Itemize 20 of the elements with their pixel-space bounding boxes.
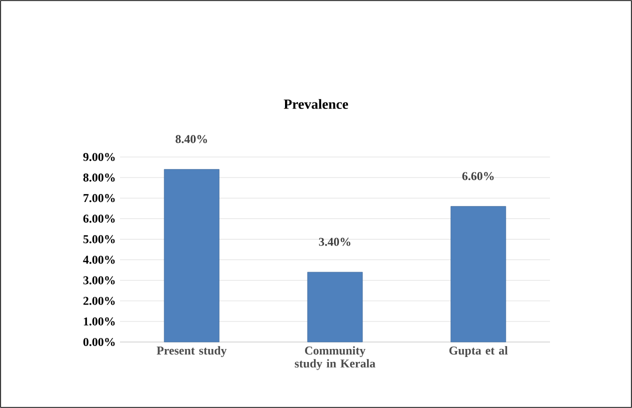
y-tick-label: 6.00% bbox=[83, 214, 115, 223]
data-label: 8.40% bbox=[176, 135, 207, 144]
bar bbox=[450, 206, 506, 342]
y-tick-label: 0.00% bbox=[83, 338, 115, 346]
x-tick-label: Gupta et al bbox=[449, 346, 508, 358]
data-label: 3.40% bbox=[319, 238, 350, 246]
y-tick-label: 9.00% bbox=[83, 152, 115, 162]
y-tick-label: 4.00% bbox=[83, 256, 115, 264]
x-tick-label: Community study in Kerala bbox=[294, 346, 376, 370]
y-tick-label: 7.00% bbox=[84, 194, 115, 202]
bar bbox=[164, 169, 220, 342]
y-tick-label: 8.00% bbox=[83, 174, 115, 182]
x-tick-label: Present study bbox=[156, 346, 227, 358]
y-tick-label: 3.00% bbox=[83, 276, 115, 284]
y-tick-label: 1.00% bbox=[84, 317, 115, 326]
chart-title: Prevalence bbox=[284, 99, 348, 109]
y-tick-label: 5.00% bbox=[83, 235, 115, 244]
y-tick-label: 2.00% bbox=[83, 296, 115, 305]
bar bbox=[307, 272, 363, 342]
data-label: 6.60% bbox=[462, 172, 494, 180]
